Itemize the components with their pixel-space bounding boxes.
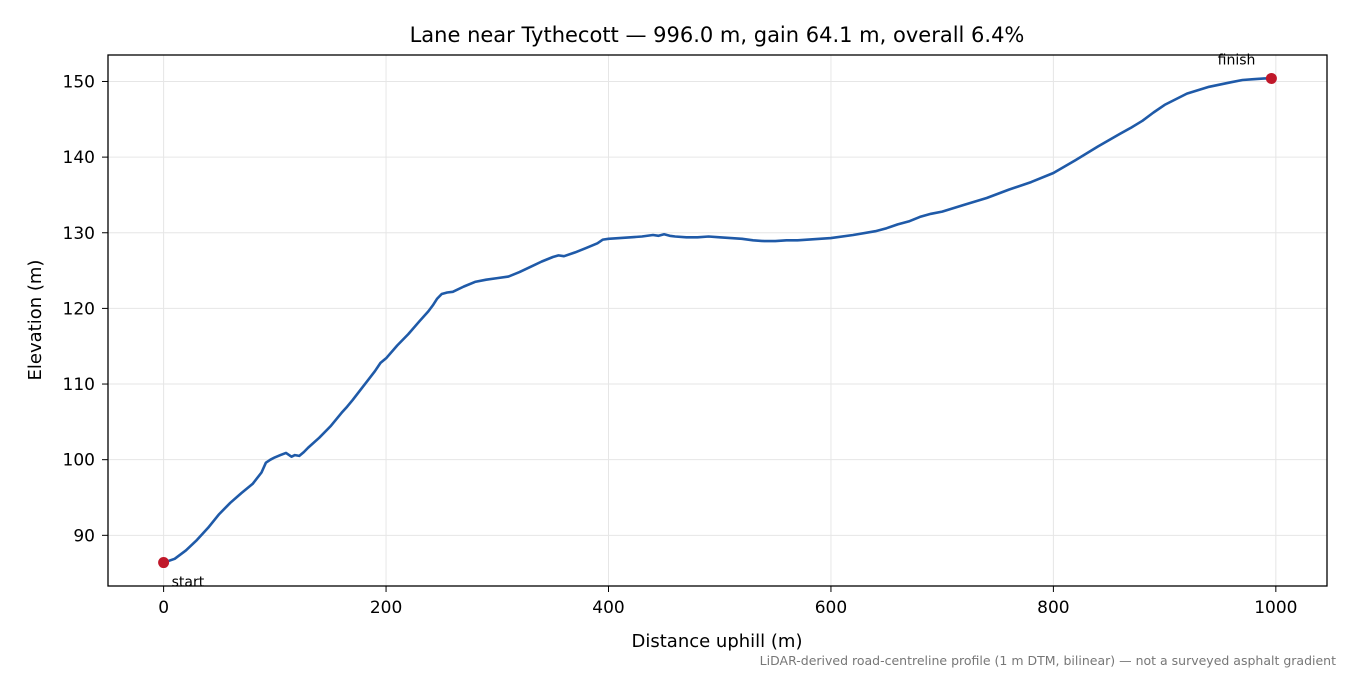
x-tick-label: 600 <box>815 598 847 618</box>
start-marker <box>158 557 170 569</box>
y-tick-label: 100 <box>63 451 95 471</box>
x-tick-label: 400 <box>592 598 624 618</box>
endpoint-markers: start finish <box>158 52 1277 591</box>
axis-ticks: 0 200 400 600 800 1000 90 100 110 120 130 140 150 <box>63 72 1298 618</box>
y-tick-label: 150 <box>63 72 95 92</box>
grid-lines <box>108 55 1327 586</box>
x-axis-label: Distance uphill (m) <box>632 631 803 652</box>
chart-title: Lane near Tythecott — 996.0 m, gain 64.1… <box>410 23 1025 47</box>
y-tick-label: 140 <box>63 148 95 168</box>
x-tick-label: 800 <box>1037 598 1069 618</box>
plot-frame <box>107 54 1328 587</box>
y-tick-label: 90 <box>73 526 95 546</box>
finish-label: finish <box>1218 52 1256 68</box>
y-tick-label: 120 <box>63 299 95 319</box>
y-tick-label: 130 <box>63 224 95 244</box>
start-label: start <box>172 575 205 591</box>
x-tick-label: 0 <box>158 598 169 618</box>
footnote: LiDAR-derived road-centreline profile (1… <box>760 653 1336 668</box>
y-tick-label: 110 <box>63 375 95 395</box>
elevation-series-line <box>162 77 1273 564</box>
x-tick-label: 1000 <box>1254 598 1297 618</box>
y-axis-label: Elevation (m) <box>25 260 46 381</box>
finish-marker <box>1265 72 1277 84</box>
x-tick-label: 200 <box>370 598 402 618</box>
